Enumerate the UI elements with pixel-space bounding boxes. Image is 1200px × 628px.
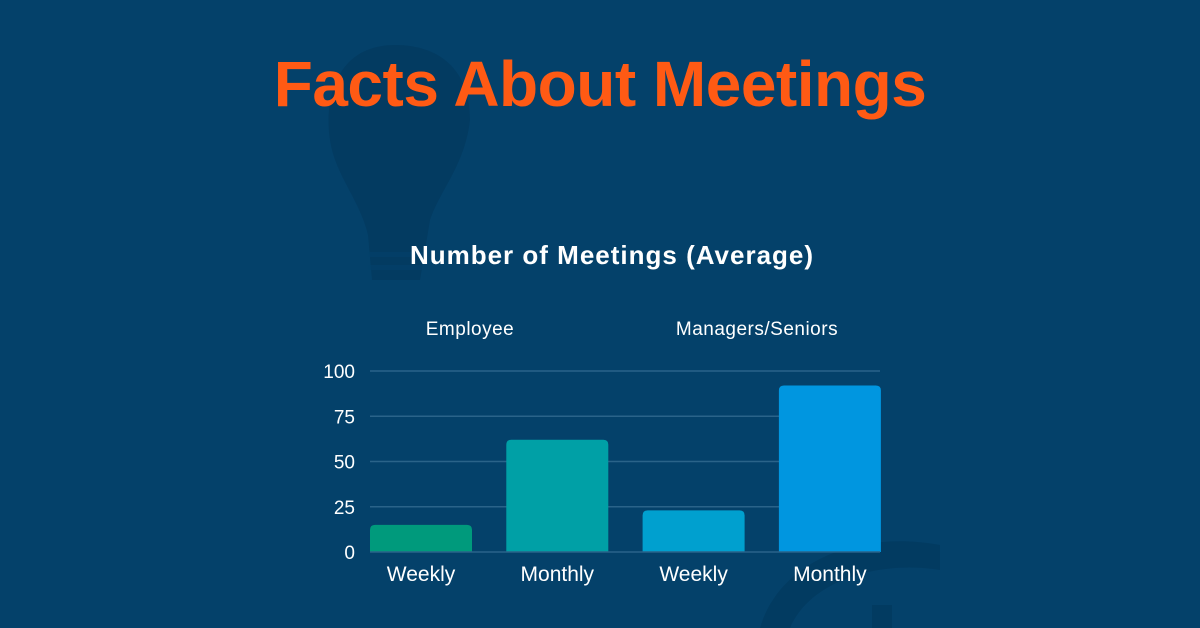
bar	[642, 510, 745, 552]
y-tick-label: 100	[323, 362, 355, 383]
y-tick-label: 50	[334, 453, 355, 474]
x-tick-label: Weekly	[387, 563, 456, 586]
y-tick-label: 75	[334, 407, 355, 428]
bar	[778, 385, 881, 552]
x-tick-label: Weekly	[659, 563, 728, 586]
x-tick-label: Monthly	[521, 563, 595, 586]
bar	[370, 524, 472, 552]
bar	[506, 439, 609, 552]
x-tick-label: Monthly	[793, 563, 867, 586]
y-tick-label: 25	[334, 498, 355, 519]
page-title: Facts About Meetings	[273, 48, 927, 120]
group-label-employee: Employee	[425, 319, 515, 340]
decorative-arc-icon	[760, 541, 940, 628]
group-label-managers: Managers/Seniors	[675, 319, 839, 340]
y-tick-label: 0	[344, 543, 355, 564]
chart-title: Number of Meetings (Average)	[409, 240, 815, 270]
